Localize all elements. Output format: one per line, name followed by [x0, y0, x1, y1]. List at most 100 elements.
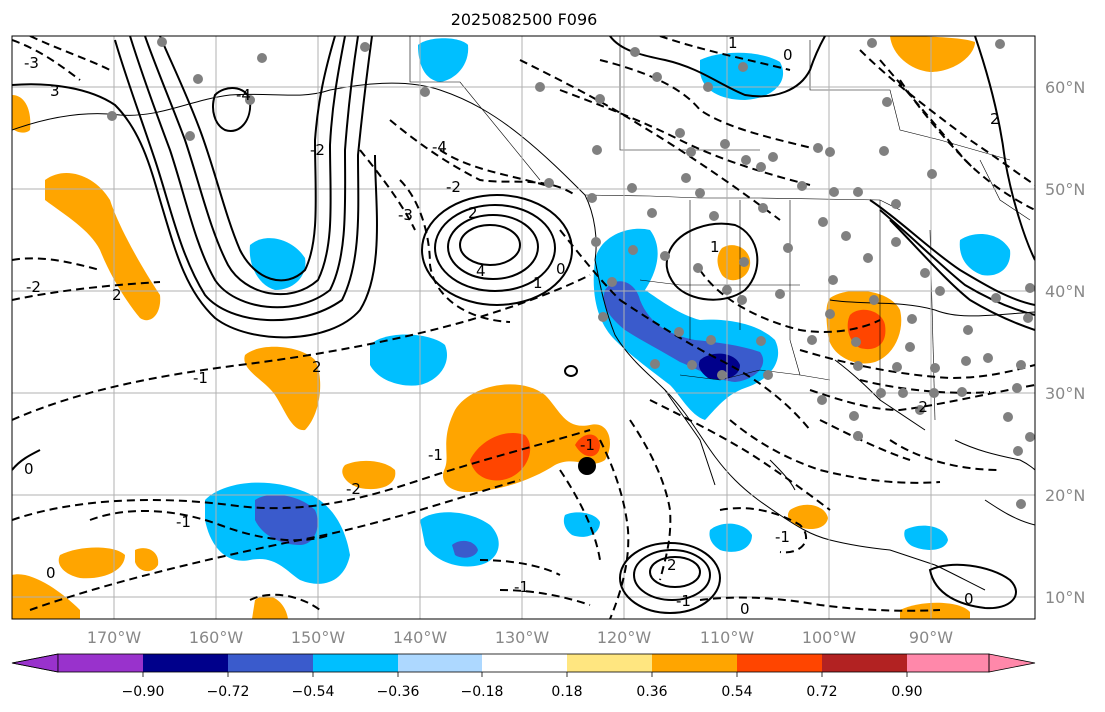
warm-anomaly [58, 547, 125, 579]
colorbar-tick-label: 0.90 [891, 684, 922, 700]
contour-label: 0 [46, 564, 56, 582]
contour-label: -4 [432, 138, 447, 156]
contour-labels: -3 3 -2 -4 -3 -2 2 4 1 0 -1 -2 -1 0 -1 2… [24, 34, 1000, 618]
cool-anomaly-deep [698, 353, 740, 380]
contour-label: 2 [312, 358, 322, 376]
colorbar-segment [313, 654, 398, 672]
contour-label: -2 [346, 480, 361, 498]
cool-anomaly [563, 512, 600, 537]
cool-anomaly [959, 234, 1011, 276]
warm-anomaly [252, 596, 288, 619]
colorbar-tick-label: 0.36 [636, 684, 667, 700]
colorbar-tick-label: −0.90 [122, 684, 165, 700]
longitude-labels: 170°W 160°W 150°W 140°W 130°W 120°W 110°… [87, 628, 953, 647]
contour-label: -1 [775, 528, 790, 546]
cool-anomaly [249, 238, 306, 290]
map-frame [11, 35, 1036, 620]
colorbar-tick-label: 0.18 [551, 684, 582, 700]
contour-label: -4 [236, 86, 251, 104]
colorbar-tick-label: −0.54 [292, 684, 335, 700]
warm-anomaly [890, 36, 975, 72]
contour-label: -2 [26, 278, 41, 296]
cool-anomaly [700, 52, 784, 100]
lat-label: 60°N [1045, 78, 1085, 97]
lat-label: 30°N [1045, 384, 1085, 403]
cool-anomaly [709, 523, 752, 552]
lat-label: 40°N [1045, 282, 1085, 301]
warm-anomaly [135, 548, 159, 572]
contour-label: 3 [50, 82, 60, 100]
map-title: 2025082500 F096 [450, 10, 598, 29]
warm-anomaly [342, 460, 396, 490]
contour-label: -3 [398, 206, 413, 224]
contour-label: 1 [533, 274, 543, 292]
contour-label: -1 [676, 592, 691, 610]
contour-label: 1 [710, 238, 720, 256]
colorbar-high-extend [988, 653, 1036, 673]
colorbar-segment [398, 654, 482, 672]
lat-label: 50°N [1045, 180, 1085, 199]
contour-label: -1 [176, 513, 191, 531]
lat-label: 20°N [1045, 486, 1085, 505]
colorbar-segment [822, 654, 907, 672]
colorbar-segment [228, 654, 313, 672]
cool-anomaly [418, 38, 469, 82]
cool-anomaly [420, 512, 499, 567]
lon-label: 100°W [802, 628, 857, 647]
latitude-labels: 60°N 50°N 40°N 30°N 20°N 10°N [1045, 78, 1085, 607]
lon-label: 120°W [597, 628, 652, 647]
colorbar-tick-label: 0.72 [806, 684, 837, 700]
lon-label: 90°W [909, 628, 953, 647]
colorbar-tick-label: 0.54 [721, 684, 752, 700]
contour-label: 4 [476, 262, 486, 280]
contour-label: 1 [728, 34, 738, 52]
warm-anomaly [717, 245, 751, 281]
contour-label: -1 [580, 436, 595, 454]
colorbar: −0.90 −0.72 −0.54 −0.36 −0.18 0.18 0.36 … [11, 653, 1036, 700]
contour-label: 0 [24, 460, 34, 478]
cool-anomaly [904, 525, 948, 550]
lon-label: 110°W [700, 628, 755, 647]
positive-contours [12, 36, 1035, 614]
filled-circle-marker [578, 457, 596, 475]
warm-anomaly-core [470, 432, 531, 481]
warm-anomaly [12, 95, 31, 133]
colorbar-tick-label: −0.72 [207, 684, 250, 700]
lon-label: 140°W [393, 628, 448, 647]
lat-label: 10°N [1045, 588, 1085, 607]
colorbar-segment [143, 654, 228, 672]
lon-label: 150°W [291, 628, 346, 647]
contour-label: -2 [446, 178, 461, 196]
station-markers [107, 37, 1035, 509]
lon-label: 160°W [189, 628, 244, 647]
warm-anomaly [244, 346, 321, 431]
contour-label: 2 [112, 286, 122, 304]
contour-label: -1 [428, 446, 443, 464]
lon-label: 170°W [87, 628, 142, 647]
contour-label: 0 [964, 590, 974, 608]
contour-label: 2 [468, 204, 478, 222]
lon-label: 130°W [495, 628, 550, 647]
cool-anomaly-core [452, 540, 478, 558]
contour-label: -1 [193, 369, 208, 387]
colorbar-low-extend [11, 653, 59, 673]
colorbar-segment [58, 654, 143, 672]
colorbar-segment [652, 654, 737, 672]
contour-label: -1 [514, 578, 529, 596]
contour-label: 0 [783, 46, 793, 64]
contour-label: -2 [913, 398, 928, 416]
contour-label: 0 [740, 600, 750, 618]
colorbar-segment [907, 654, 989, 672]
cool-anomaly [370, 334, 448, 386]
contour-label: 0 [556, 260, 566, 278]
contour-label: -3 [24, 54, 39, 72]
colorbar-tick-label: −0.18 [461, 684, 504, 700]
colorbar-tick-label: −0.36 [377, 684, 420, 700]
contour-label: 2 [667, 556, 677, 574]
warm-anomaly-core [575, 434, 600, 457]
colorbar-segment [737, 654, 822, 672]
colorbar-segment [567, 654, 652, 672]
contour-label: 2 [990, 110, 1000, 128]
contour-label: -2 [310, 141, 325, 159]
